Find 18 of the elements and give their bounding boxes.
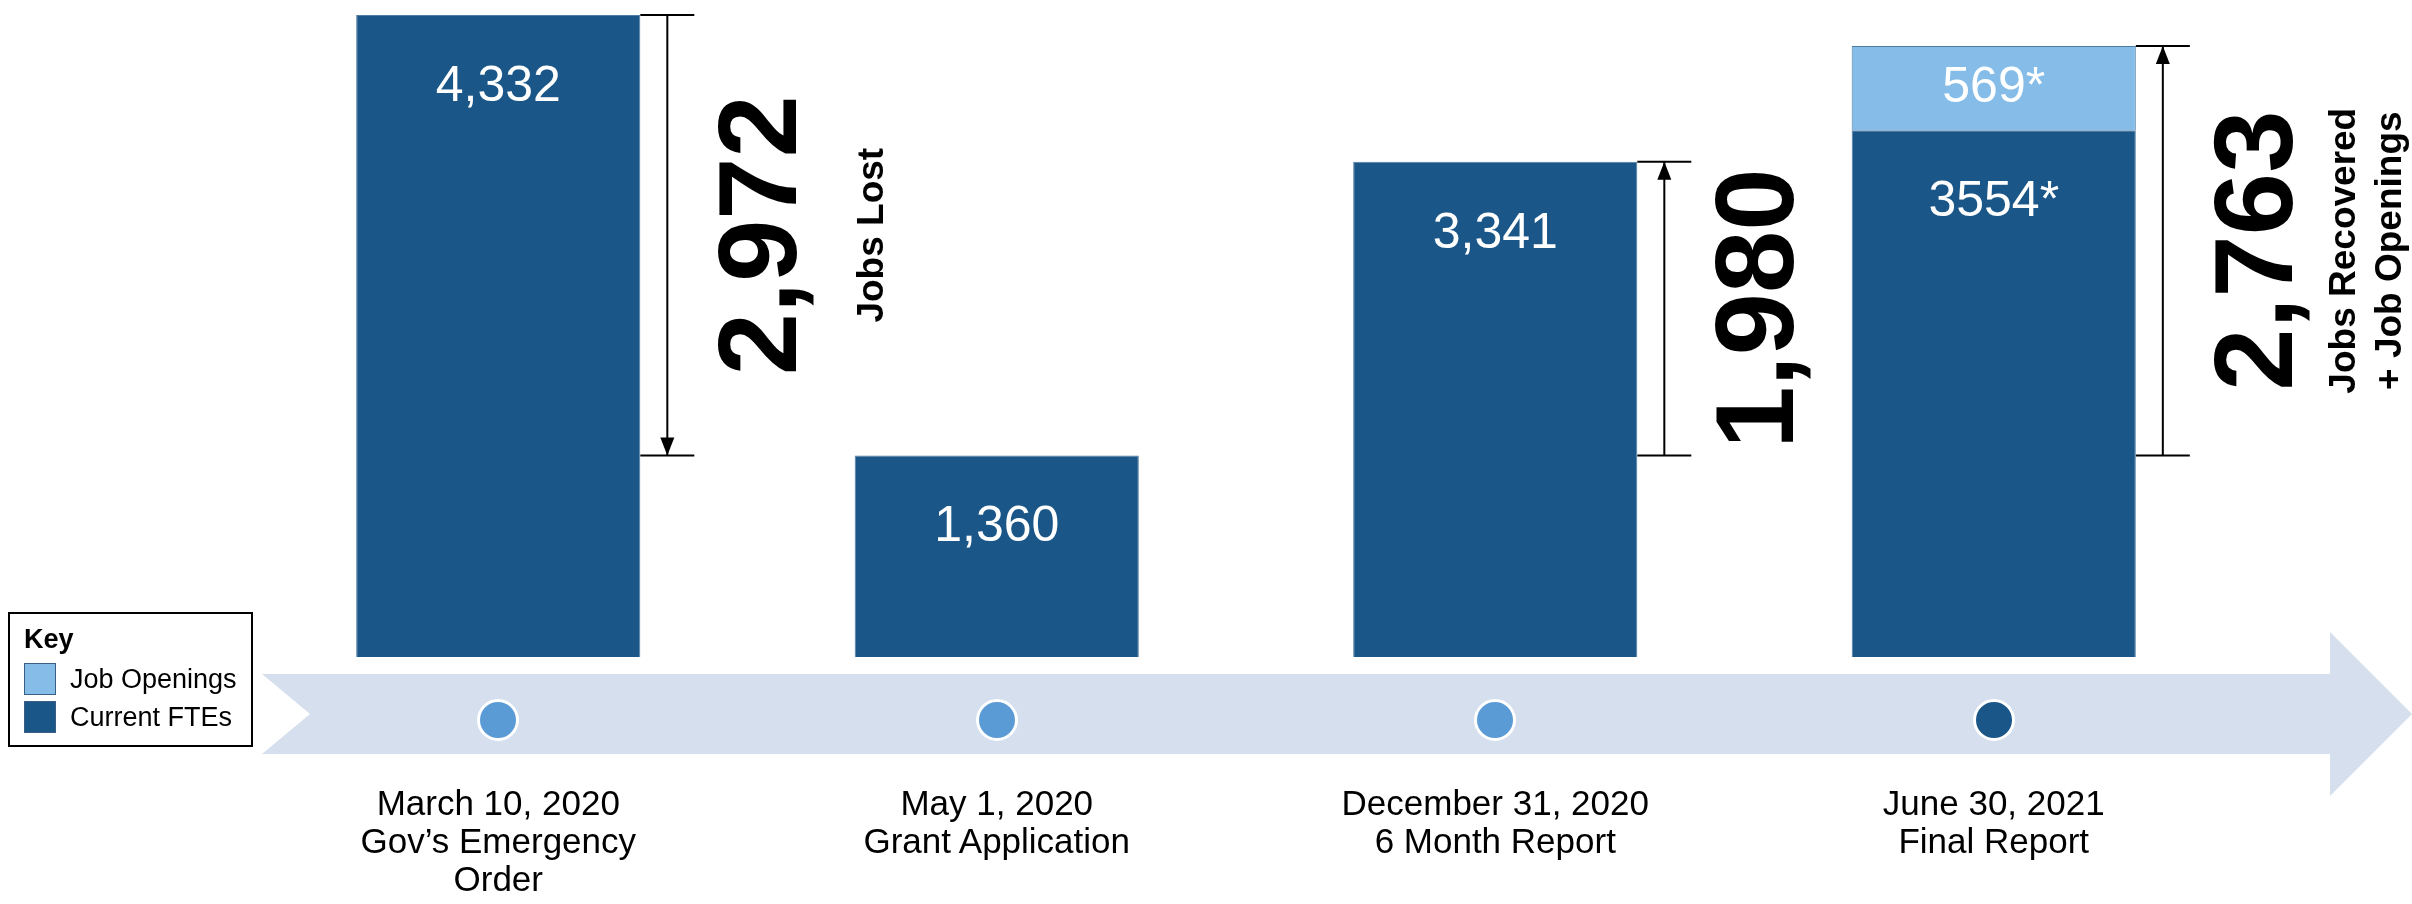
annotation: 2,972 bbox=[695, 95, 821, 376]
annotation: Jobs Recovered bbox=[2322, 107, 2364, 394]
data-label: 1,360 bbox=[934, 496, 1060, 553]
x-tick-label: March 10, 2020 Gov’s Emergency Order bbox=[360, 783, 637, 898]
data-label: 3,341 bbox=[1432, 202, 1558, 259]
data-label: 569* bbox=[1942, 56, 2046, 113]
data-label: 3554* bbox=[1928, 171, 2060, 228]
legend-label: Job Openings bbox=[70, 663, 237, 695]
x-tick-label: December 31, 2020 6 Month Report bbox=[1341, 783, 1649, 860]
x-tick-label: May 1, 2020 Grant Application bbox=[863, 783, 1131, 860]
annotation: + Job Openings bbox=[2368, 111, 2410, 390]
annotation: 1,980 bbox=[1692, 168, 1818, 449]
annotation: Jobs Lost bbox=[849, 147, 891, 323]
data-label: 4,332 bbox=[435, 55, 561, 112]
annotation: 2,763 bbox=[2190, 110, 2316, 391]
legend-label: Current FTEs bbox=[70, 701, 233, 733]
legend-title: Key bbox=[24, 624, 75, 655]
x-tick-label: June 30, 2021 Final Report bbox=[1882, 783, 2105, 860]
